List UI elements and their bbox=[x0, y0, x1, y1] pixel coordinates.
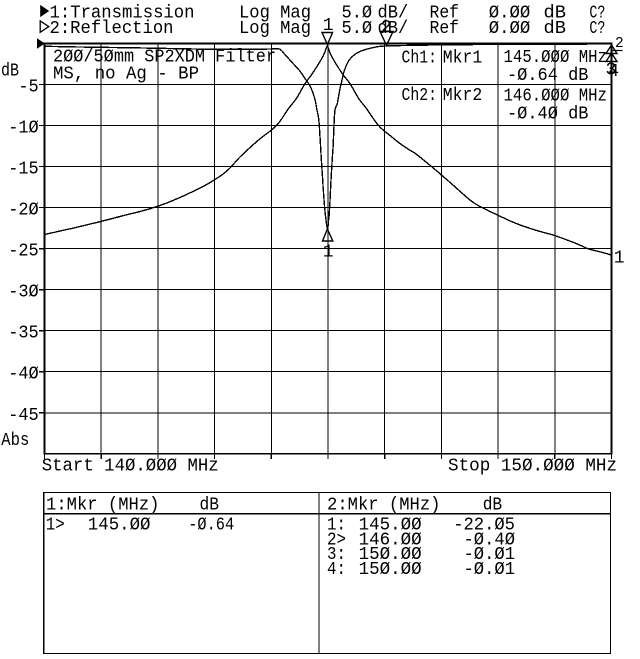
svg-text:-2Ø: -2Ø bbox=[8, 201, 39, 221]
svg-text:145.ØØ: 145.ØØ bbox=[359, 516, 422, 536]
svg-text:dB: dB bbox=[544, 19, 567, 39]
svg-text:dB: dB bbox=[200, 495, 220, 515]
svg-text:1: 1 bbox=[323, 16, 334, 36]
svg-text:-Ø.Ø1: -Ø.Ø1 bbox=[464, 560, 516, 580]
svg-text:Log Mag: Log Mag bbox=[239, 19, 311, 39]
svg-text:Ø.ØØ: Ø.ØØ bbox=[489, 19, 531, 39]
svg-text:Ref: Ref bbox=[430, 3, 460, 23]
svg-text:1:Transmission: 1:Transmission bbox=[50, 3, 195, 23]
svg-text:-Ø.64: -Ø.64 bbox=[188, 515, 234, 535]
svg-text:Mkr1: Mkr1 bbox=[443, 48, 483, 68]
svg-text:2>: 2> bbox=[327, 530, 346, 550]
svg-text:MS, no Ag - BP: MS, no Ag - BP bbox=[53, 65, 199, 85]
svg-text:3:: 3: bbox=[327, 545, 346, 565]
svg-text:dB/: dB/ bbox=[378, 19, 409, 39]
svg-text:-22.Ø5: -22.Ø5 bbox=[453, 516, 515, 536]
svg-text:-Ø.Ø1: -Ø.Ø1 bbox=[464, 545, 516, 565]
svg-text:1:: 1: bbox=[327, 516, 346, 536]
svg-text:dB: dB bbox=[483, 495, 503, 515]
svg-text:-Ø.64 dB: -Ø.64 dB bbox=[507, 66, 589, 86]
svg-text:Abs: Abs bbox=[1, 431, 29, 451]
svg-text:2:Mkr (MHz): 2:Mkr (MHz) bbox=[327, 495, 441, 515]
svg-text:2: 2 bbox=[615, 36, 624, 52]
svg-text:C?: C? bbox=[589, 3, 605, 23]
svg-text:Start 14Ø.ØØØ MHz: Start 14Ø.ØØØ MHz bbox=[42, 457, 219, 477]
svg-text:-25: -25 bbox=[8, 242, 39, 262]
svg-text:Stop 15Ø.ØØØ MHz: Stop 15Ø.ØØØ MHz bbox=[448, 457, 617, 477]
svg-text:dB/: dB/ bbox=[378, 3, 409, 23]
svg-text:-15: -15 bbox=[8, 160, 39, 180]
svg-text:-5: -5 bbox=[18, 78, 38, 98]
svg-text:-Ø.4Ø: -Ø.4Ø bbox=[464, 530, 516, 550]
svg-text:-Ø.4Ø dB: -Ø.4Ø dB bbox=[507, 105, 589, 125]
svg-text:-1Ø: -1Ø bbox=[8, 119, 39, 139]
svg-text:Mkr2: Mkr2 bbox=[443, 86, 483, 106]
svg-text:4: 4 bbox=[608, 62, 619, 82]
svg-text:Ø.ØØ: Ø.ØØ bbox=[489, 3, 531, 23]
svg-text:C?: C? bbox=[589, 19, 605, 39]
svg-text:dB: dB bbox=[544, 3, 567, 23]
svg-text:5.Ø: 5.Ø bbox=[342, 19, 373, 39]
svg-text:145.ØØØ MHz: 145.ØØØ MHz bbox=[504, 48, 608, 68]
svg-text:-35: -35 bbox=[8, 324, 39, 344]
svg-text:-4Ø: -4Ø bbox=[8, 365, 39, 385]
svg-text:2:Reflection: 2:Reflection bbox=[50, 19, 174, 39]
svg-text:Log Mag: Log Mag bbox=[239, 3, 311, 23]
svg-text:Ch1:: Ch1: bbox=[402, 48, 438, 68]
svg-text:146.ØØ: 146.ØØ bbox=[359, 530, 422, 550]
svg-text:3: 3 bbox=[606, 61, 617, 81]
svg-text:1: 1 bbox=[323, 243, 334, 263]
svg-text:4:: 4: bbox=[327, 560, 346, 580]
svg-text:2ØØ/5Ømm SP2XDM Filter: 2ØØ/5Ømm SP2XDM Filter bbox=[53, 47, 276, 67]
svg-text:1:Mkr (MHz): 1:Mkr (MHz) bbox=[46, 495, 160, 515]
svg-text:145.ØØ: 145.ØØ bbox=[88, 515, 151, 535]
svg-text:15Ø.ØØ: 15Ø.ØØ bbox=[359, 560, 422, 580]
svg-text:15Ø.ØØ: 15Ø.ØØ bbox=[359, 545, 422, 565]
svg-text:Ref: Ref bbox=[430, 19, 460, 39]
svg-text:1: 1 bbox=[614, 248, 625, 268]
svg-text:1>: 1> bbox=[46, 515, 65, 535]
svg-text:dB: dB bbox=[1, 61, 19, 81]
svg-text:146.ØØØ MHz: 146.ØØØ MHz bbox=[504, 87, 608, 107]
svg-text:-45: -45 bbox=[8, 406, 39, 426]
svg-text:2: 2 bbox=[381, 18, 392, 38]
svg-text:-3Ø: -3Ø bbox=[8, 283, 39, 303]
svg-text:Ch2:: Ch2: bbox=[402, 86, 438, 106]
svg-text:5.Ø: 5.Ø bbox=[342, 3, 373, 23]
